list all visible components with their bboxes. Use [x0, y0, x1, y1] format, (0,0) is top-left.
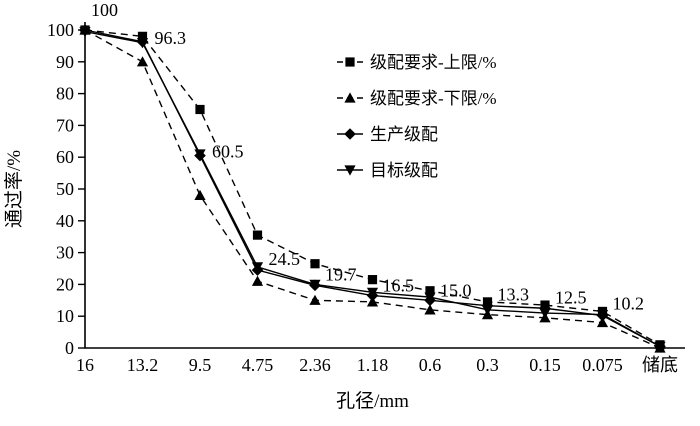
y-tick-label: 80 [56, 84, 74, 104]
diamond-marker [539, 302, 551, 315]
x-tick-label: 4.75 [242, 355, 274, 375]
triangle-up-marker [596, 316, 609, 328]
triangle-down-marker [654, 341, 666, 353]
triangle-up-marker [309, 294, 321, 305]
data-label: 13.3 [498, 285, 530, 305]
triangle-down-marker [481, 305, 494, 316]
y-tick-label: 100 [47, 20, 74, 40]
square-marker [345, 57, 355, 67]
x-tick-label: 1.18 [357, 355, 389, 375]
triangle-down-marker [136, 38, 149, 49]
triangle-up-marker [136, 56, 149, 67]
triangle-down-marker [596, 310, 609, 321]
x-tick-label: 0.3 [476, 355, 499, 375]
legend-label: 目标级配 [370, 161, 438, 180]
triangle-up-marker [424, 304, 436, 315]
y-tick-label: 20 [56, 274, 74, 294]
x-tick-label: 0.075 [582, 355, 623, 375]
square-marker [195, 104, 205, 115]
triangle-down-marker [424, 292, 436, 303]
data-label: 15.0 [440, 280, 472, 300]
y-tick-label: 50 [56, 179, 74, 199]
x-tick-label: 2.36 [299, 355, 331, 375]
data-label: 60.5 [212, 142, 244, 162]
x-tick-label: 储底 [642, 355, 678, 375]
x-tick-label: 16 [76, 355, 94, 375]
x-tick-label: 0.6 [419, 355, 442, 375]
data-label: 10.2 [613, 294, 645, 314]
data-label: 16.5 [383, 276, 415, 296]
y-tick-label: 60 [56, 147, 74, 167]
triangle-up-marker [366, 296, 379, 307]
triangle-down-marker [194, 149, 206, 160]
diamond-marker [344, 128, 356, 140]
x-tick-label: 13.2 [127, 355, 159, 375]
triangle-down-marker [366, 287, 379, 298]
square-marker [367, 275, 378, 285]
data-label: 100 [91, 0, 118, 20]
y-tick-label: 90 [56, 52, 74, 72]
x-tick-label: 0.15 [529, 355, 561, 375]
data-label: 96.3 [155, 28, 187, 48]
triangle-up-marker [344, 92, 356, 103]
triangle-down-marker [79, 26, 91, 38]
x-tick-label: 9.5 [189, 355, 212, 375]
y-tick-label: 10 [56, 306, 74, 326]
legend-label: 级配要求-上限/% [370, 53, 497, 72]
y-axis-title: 通过率/% [3, 150, 25, 228]
square-marker [252, 230, 263, 240]
triangle-up-marker [251, 275, 264, 286]
triangle-down-marker [251, 262, 264, 273]
legend-label: 生产级配 [370, 125, 438, 144]
triangle-down-marker [309, 279, 321, 290]
square-marker [310, 259, 320, 269]
y-tick-label: 30 [56, 243, 74, 263]
square-marker [425, 286, 435, 296]
triangle-down-marker [344, 165, 356, 176]
y-tick-label: 40 [56, 211, 74, 231]
x-axis-title: 孔径/mm [336, 390, 409, 412]
data-label: 19.7 [325, 264, 357, 284]
data-label: 12.5 [555, 287, 587, 307]
data-label: 24.5 [269, 249, 301, 269]
triangle-down-marker [539, 308, 551, 319]
y-tick-label: 70 [56, 115, 74, 135]
y-tick-label: 0 [65, 338, 74, 358]
triangle-up-marker [194, 189, 206, 200]
legend-label: 级配要求-下限/% [370, 89, 497, 108]
